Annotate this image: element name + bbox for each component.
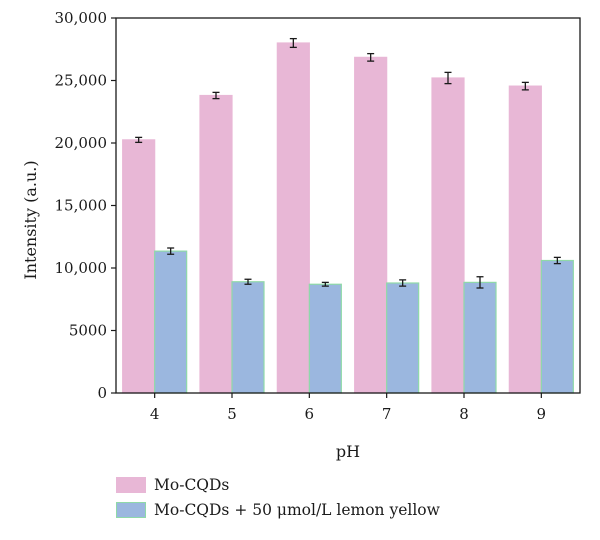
bar-series-2-ph-4 xyxy=(154,250,188,394)
error-bar-series-2-ph-8 xyxy=(476,276,484,289)
error-bar-series-2-ph-6 xyxy=(321,281,329,287)
legend-item-series-2: Mo-CQDs + 50 μmol/L lemon yellow xyxy=(116,498,440,522)
error-bar-series-1-ph-7 xyxy=(367,52,375,62)
error-bar-series-1-ph-8 xyxy=(444,71,452,85)
bar-series-2-ph-8 xyxy=(463,281,497,394)
error-bar-series-2-ph-5 xyxy=(244,278,252,285)
error-bar-series-1-ph-9 xyxy=(521,81,529,91)
x-tick-label-4: 4 xyxy=(150,405,160,423)
legend-swatch-series-2 xyxy=(116,502,146,518)
bar-series-2-ph-9 xyxy=(540,259,574,394)
error-bar-series-2-ph-4 xyxy=(167,247,175,255)
legend-label-series-2: Mo-CQDs + 50 μmol/L lemon yellow xyxy=(154,501,440,519)
legend-item-series-1: Mo-CQDs xyxy=(116,473,440,497)
bar-series-2-ph-7 xyxy=(386,282,420,394)
error-bar-series-1-ph-5 xyxy=(212,91,220,100)
bar-series-2-ph-6 xyxy=(308,283,342,394)
y-tick-label-30000: 30,000 xyxy=(55,9,108,27)
bar-series-1-ph-4 xyxy=(122,139,156,394)
axes: 4 5 6 7 8 9 0 5000 10,000 15,000 20,000 25,000 30,00… xyxy=(55,9,581,423)
bar-series-1-ph-6 xyxy=(276,42,310,394)
x-tick-label-7: 7 xyxy=(382,405,392,423)
plot-frame xyxy=(115,17,581,394)
x-tick-label-6: 6 xyxy=(305,405,315,423)
y-tick-label-20000: 20,000 xyxy=(55,134,108,152)
y-tick-label-0: 0 xyxy=(97,384,107,402)
error-bars-layer xyxy=(135,37,561,289)
error-bar-series-2-ph-7 xyxy=(399,279,407,287)
bar-series-1-ph-8 xyxy=(431,77,465,394)
x-tick-label-8: 8 xyxy=(459,405,469,423)
x-axis-title: pH xyxy=(336,442,360,461)
y-axis-title: Intensity (a.u.) xyxy=(21,160,40,279)
legend-label-series-1: Mo-CQDs xyxy=(154,476,230,494)
x-tick-label-9: 9 xyxy=(537,405,547,423)
y-tick-label-5000: 5000 xyxy=(69,322,107,340)
chart: 4 5 6 7 8 9 0 5000 10,000 15,000 20,000 25,000 30,00… xyxy=(21,9,581,461)
bar-series-1-ph-9 xyxy=(508,85,542,394)
y-tick-label-10000: 10,000 xyxy=(55,259,108,277)
error-bar-series-1-ph-6 xyxy=(289,37,297,49)
bar-series-1-ph-5 xyxy=(199,94,233,394)
bars-layer xyxy=(122,42,574,394)
bar-series-1-ph-7 xyxy=(354,56,388,394)
bar-series-2-ph-5 xyxy=(231,281,265,394)
legend: Mo-CQDs Mo-CQDs + 50 μmol/L lemon yellow xyxy=(116,473,440,523)
error-bar-series-2-ph-9 xyxy=(553,256,561,265)
y-tick-label-15000: 15,000 xyxy=(55,197,108,215)
y-tick-label-25000: 25,000 xyxy=(55,72,108,90)
legend-swatch-series-1 xyxy=(116,477,146,493)
error-bar-series-1-ph-4 xyxy=(135,136,143,144)
x-tick-label-5: 5 xyxy=(227,405,237,423)
